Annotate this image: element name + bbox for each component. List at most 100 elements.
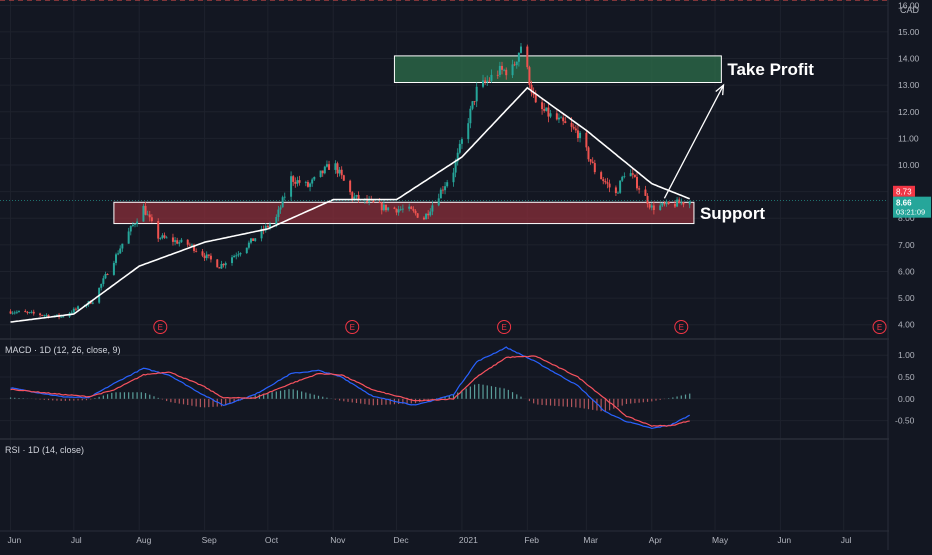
candle-body bbox=[119, 248, 122, 254]
candle-body bbox=[570, 123, 573, 127]
candle-body bbox=[193, 244, 196, 251]
candle-body bbox=[180, 239, 183, 243]
candle-body bbox=[600, 172, 603, 180]
candle-body bbox=[281, 197, 284, 208]
time-axis-tick: Apr bbox=[649, 535, 662, 545]
price-axis-tick: 11.00 bbox=[898, 133, 919, 143]
candle-body bbox=[629, 173, 632, 177]
time-axis-tick: Nov bbox=[330, 535, 346, 545]
candle-body bbox=[328, 164, 331, 170]
candle-body bbox=[456, 152, 459, 162]
candle-body bbox=[146, 214, 149, 216]
candle-body bbox=[532, 92, 535, 95]
candle-body bbox=[631, 173, 634, 175]
candle-body bbox=[283, 196, 286, 198]
candle-body bbox=[682, 202, 685, 205]
time-axis-tick: Jul bbox=[71, 535, 82, 545]
price-axis-tick: 8.00 bbox=[898, 213, 915, 223]
earnings-marker-label: E bbox=[501, 323, 506, 332]
candle-body bbox=[471, 101, 474, 109]
candle-body bbox=[205, 254, 208, 259]
candle-body bbox=[646, 195, 649, 205]
candle-body bbox=[91, 302, 94, 304]
candle-body bbox=[72, 308, 75, 313]
candle-body bbox=[515, 61, 518, 66]
candle-body bbox=[357, 195, 360, 200]
candle-body bbox=[349, 180, 352, 193]
candle-body bbox=[579, 132, 582, 139]
candle-body bbox=[688, 201, 691, 205]
candle-body bbox=[633, 174, 636, 177]
price-axis-tick: 6.00 bbox=[898, 266, 915, 276]
candle-body bbox=[136, 221, 139, 224]
candle-body bbox=[604, 181, 607, 183]
candle-body bbox=[614, 187, 617, 194]
candle-body bbox=[623, 176, 626, 178]
candle-body bbox=[560, 117, 563, 119]
candle-body bbox=[486, 80, 489, 83]
earnings-marker-label: E bbox=[679, 323, 684, 332]
candle-body bbox=[505, 69, 508, 76]
countdown-text: 03:21:09 bbox=[896, 208, 925, 217]
candle-body bbox=[342, 175, 345, 181]
candle-body bbox=[313, 176, 316, 180]
candle-body bbox=[399, 209, 402, 211]
candle-body bbox=[190, 244, 193, 246]
candle-body bbox=[254, 238, 257, 241]
candle-body bbox=[602, 179, 605, 182]
candle-body bbox=[39, 313, 42, 316]
time-axis-tick: Dec bbox=[394, 535, 410, 545]
candle-body bbox=[635, 176, 638, 189]
candle-body bbox=[650, 205, 653, 208]
candle-body bbox=[372, 200, 375, 203]
price-axis-tick: 5.00 bbox=[898, 293, 915, 303]
candle-body bbox=[245, 247, 248, 254]
candle-body bbox=[496, 74, 499, 76]
earnings-marker bbox=[153, 320, 168, 334]
candle-body bbox=[526, 46, 529, 68]
candle-body bbox=[562, 117, 565, 122]
price-currency-label: CAD bbox=[900, 5, 920, 15]
candle-body bbox=[511, 64, 514, 76]
macd-axis-tick: 0.00 bbox=[898, 394, 915, 404]
candle-body bbox=[247, 242, 250, 248]
rsi-title: RSI · 1D (14, close) bbox=[5, 445, 84, 455]
candle-body bbox=[351, 192, 354, 199]
candle-body bbox=[338, 169, 341, 174]
candle-body bbox=[503, 69, 506, 71]
candle-body bbox=[70, 312, 73, 314]
candle-body bbox=[239, 253, 242, 255]
candle-body bbox=[395, 208, 398, 213]
candle-body bbox=[619, 180, 622, 193]
time-axis-tick: 2021 bbox=[459, 535, 478, 545]
candle-body bbox=[427, 213, 430, 216]
candle-body bbox=[174, 240, 177, 242]
candle-body bbox=[163, 235, 166, 238]
rsi-axis-tick: 80.00 bbox=[898, 0, 920, 2]
candle-body bbox=[549, 113, 552, 117]
candle-body bbox=[131, 224, 134, 227]
candle-body bbox=[112, 262, 115, 275]
candle-body bbox=[572, 126, 575, 129]
candle-body bbox=[444, 186, 447, 191]
projection-arrow-head bbox=[715, 83, 725, 96]
take-profit-zone bbox=[393, 55, 722, 84]
candle-body bbox=[638, 188, 641, 190]
macd-signal-line bbox=[10, 355, 690, 427]
candle-body bbox=[11, 312, 14, 314]
candle-body bbox=[353, 196, 356, 199]
price-axis-tick: 16.00 bbox=[898, 0, 920, 10]
candle-body bbox=[585, 132, 588, 148]
candle-body bbox=[129, 226, 132, 232]
support-label: Support bbox=[700, 204, 765, 223]
candle-body bbox=[574, 128, 577, 131]
candle-body bbox=[60, 316, 63, 318]
candle-body bbox=[593, 163, 596, 173]
candle-body bbox=[557, 117, 560, 120]
candle-body bbox=[323, 166, 326, 174]
candle-body bbox=[484, 80, 487, 83]
support-zone bbox=[113, 201, 695, 225]
time-axis-tick: Sep bbox=[202, 535, 217, 545]
